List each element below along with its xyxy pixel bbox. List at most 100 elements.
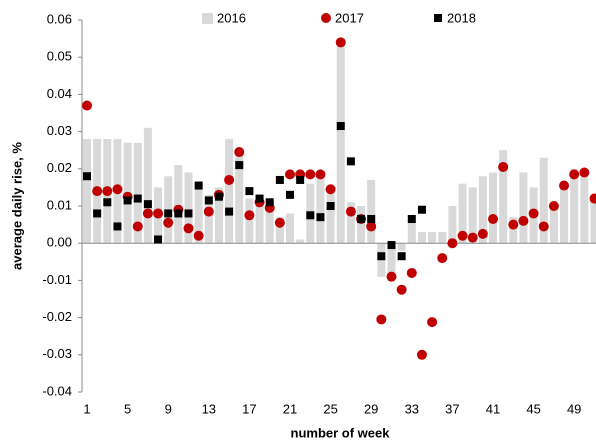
x-tick-label: 29 bbox=[364, 401, 378, 416]
x-tick-label: 21 bbox=[283, 401, 297, 416]
x-tick-label: 25 bbox=[323, 401, 337, 416]
point bbox=[286, 190, 294, 199]
point bbox=[548, 201, 559, 211]
point bbox=[315, 169, 326, 180]
point bbox=[163, 217, 174, 228]
bar bbox=[133, 142, 142, 244]
point bbox=[133, 194, 142, 203]
x-tick-label: 1 bbox=[83, 401, 90, 416]
point bbox=[204, 196, 213, 205]
y-tick-label: -0.03 bbox=[42, 346, 72, 361]
point bbox=[274, 217, 285, 228]
point bbox=[488, 214, 498, 225]
x-tick-label: 45 bbox=[526, 401, 540, 416]
point bbox=[203, 206, 214, 217]
point bbox=[316, 213, 325, 222]
point bbox=[244, 210, 255, 221]
y-tick-label: 0.04 bbox=[47, 86, 72, 101]
point bbox=[498, 161, 509, 172]
y-tick-label: 0.05 bbox=[47, 49, 72, 64]
point bbox=[397, 252, 406, 261]
point bbox=[306, 211, 315, 220]
x-tick-label: 37 bbox=[445, 401, 459, 416]
point bbox=[255, 194, 264, 203]
point bbox=[143, 200, 152, 209]
point bbox=[386, 271, 397, 282]
bar bbox=[458, 183, 467, 244]
point bbox=[396, 284, 407, 295]
x-tick-label: 13 bbox=[202, 401, 216, 416]
point bbox=[174, 209, 183, 218]
bar bbox=[225, 139, 234, 244]
point bbox=[508, 219, 519, 230]
point bbox=[427, 317, 438, 328]
point bbox=[113, 222, 122, 231]
point bbox=[184, 209, 193, 218]
point bbox=[528, 208, 539, 219]
bar bbox=[357, 206, 366, 244]
bar bbox=[509, 217, 518, 244]
x-tick-label: 33 bbox=[405, 401, 419, 416]
bar bbox=[275, 217, 284, 244]
point bbox=[345, 206, 356, 217]
bar bbox=[316, 176, 325, 244]
x-tick-label: 49 bbox=[567, 401, 581, 416]
point bbox=[214, 192, 223, 201]
point bbox=[183, 223, 194, 234]
bar bbox=[174, 165, 183, 244]
point bbox=[275, 175, 284, 184]
point bbox=[93, 209, 102, 218]
point bbox=[559, 180, 570, 191]
bar bbox=[245, 198, 254, 244]
point bbox=[437, 253, 448, 264]
x-tick-label: 17 bbox=[242, 401, 256, 416]
legend-swatch bbox=[202, 13, 213, 24]
bar bbox=[549, 206, 558, 244]
point bbox=[335, 37, 346, 48]
point bbox=[296, 175, 305, 184]
x-tick-label: 41 bbox=[486, 401, 500, 416]
legend-label: 2016 bbox=[217, 10, 246, 25]
bar bbox=[214, 187, 223, 244]
bar bbox=[265, 202, 274, 244]
y-axis-label: average daily rise, % bbox=[9, 142, 24, 270]
point bbox=[194, 181, 203, 190]
legend-label: 2017 bbox=[335, 10, 364, 25]
bar bbox=[489, 172, 497, 244]
point bbox=[387, 241, 396, 250]
point bbox=[538, 221, 549, 232]
y-tick-label: -0.04 bbox=[42, 383, 72, 398]
bar bbox=[286, 213, 294, 244]
point bbox=[265, 198, 274, 207]
bar bbox=[397, 243, 406, 251]
bar bbox=[194, 183, 203, 244]
point bbox=[407, 215, 416, 224]
bar bbox=[407, 220, 416, 244]
point bbox=[224, 174, 235, 185]
y-tick-label: -0.02 bbox=[42, 309, 72, 324]
bar bbox=[560, 183, 569, 244]
point bbox=[234, 147, 245, 158]
x-tick-label: 9 bbox=[165, 401, 172, 416]
point bbox=[164, 209, 173, 218]
bar bbox=[143, 127, 152, 244]
point bbox=[406, 267, 417, 278]
y-tick-label: 0.00 bbox=[47, 235, 72, 250]
point bbox=[102, 186, 113, 197]
point bbox=[336, 122, 345, 131]
point bbox=[589, 193, 596, 204]
point bbox=[376, 314, 387, 325]
bar bbox=[255, 206, 264, 244]
x-axis-label: number of week bbox=[291, 425, 391, 440]
point bbox=[416, 349, 427, 360]
bar bbox=[539, 157, 548, 244]
point bbox=[457, 230, 468, 241]
point bbox=[245, 187, 254, 196]
point bbox=[225, 207, 234, 216]
bar bbox=[296, 239, 305, 244]
bar bbox=[184, 172, 193, 244]
point bbox=[377, 252, 386, 261]
point bbox=[477, 228, 488, 239]
bar bbox=[417, 232, 426, 244]
